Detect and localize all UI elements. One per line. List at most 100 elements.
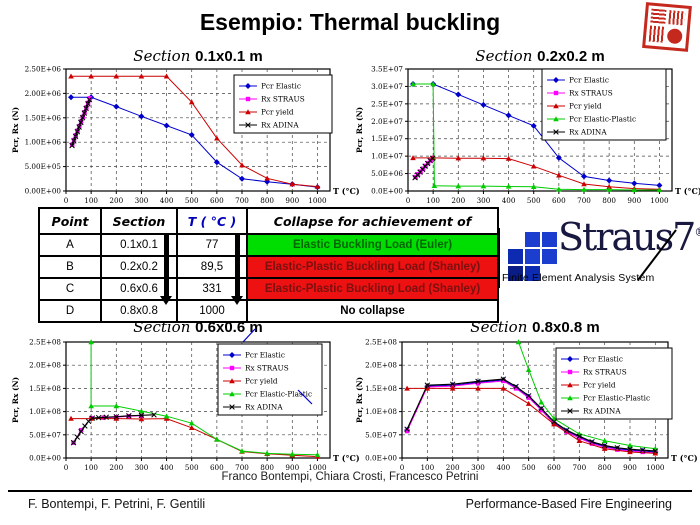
header-point: Point bbox=[38, 207, 102, 235]
svg-text:Pcr, Rx (N): Pcr, Rx (N) bbox=[11, 107, 20, 153]
svg-text:300: 300 bbox=[471, 463, 485, 472]
svg-text:400: 400 bbox=[502, 196, 516, 205]
footer-bar: F. Bontempi, F. Petrini, F. Gentili Perf… bbox=[0, 497, 700, 511]
table-row: D 0.8x0.8 1000 No collapse bbox=[38, 299, 499, 323]
chart-legend: Pcr Elastic Rx STRAUS Pcr yield Pcr Elastic… bbox=[217, 343, 323, 416]
chart-section-0.2x0.2: Section 0.2x0.2 m 0.0E+00 5.0E+06 1.0E+07 1.… bbox=[352, 45, 700, 210]
cell-point: A bbox=[38, 233, 102, 257]
chart-title: Section 0.2x0.2 m bbox=[475, 47, 604, 65]
svg-text:1.5E+08: 1.5E+08 bbox=[29, 384, 61, 393]
svg-text:300: 300 bbox=[135, 463, 149, 472]
svg-text:800: 800 bbox=[602, 196, 616, 205]
svg-text:Rx ADINA: Rx ADINA bbox=[245, 403, 283, 412]
svg-text:100: 100 bbox=[420, 463, 434, 472]
seal-glyph bbox=[666, 28, 683, 45]
cell-point: B bbox=[38, 255, 102, 279]
table-row: C 0.6x0.6 331 Elastic-Plastic Buckling Load… bbox=[38, 277, 499, 301]
chart-title: Section 0.6x0.6 m bbox=[133, 318, 262, 336]
results-table: Point Section T ( °C ) Collapse for achi… bbox=[38, 207, 499, 323]
svg-text:500: 500 bbox=[527, 196, 541, 205]
svg-text:5.0E+06: 5.0E+06 bbox=[371, 169, 403, 178]
registered-mark: ® bbox=[694, 225, 700, 239]
svg-text:1.0E+08: 1.0E+08 bbox=[365, 407, 397, 416]
svg-text:100: 100 bbox=[426, 196, 440, 205]
svg-text:400: 400 bbox=[496, 463, 510, 472]
svg-text:200: 200 bbox=[109, 463, 123, 472]
straus7-swoosh-icon bbox=[637, 229, 677, 281]
svg-text:900: 900 bbox=[285, 196, 299, 205]
svg-text:800: 800 bbox=[260, 463, 274, 472]
header-collapse: Collapse for achievement of bbox=[246, 207, 499, 235]
straus7-subtitle: Finite Element Analysis System bbox=[502, 272, 655, 284]
chart-svg: Section 0.8x0.8 m 0.0E+00 5.0E+07 1.0E+08 1.… bbox=[355, 318, 698, 472]
svg-text:200: 200 bbox=[446, 463, 460, 472]
seal-glyph bbox=[650, 8, 667, 24]
seal-glyph bbox=[648, 25, 666, 43]
chart-legend: Pcr Elastic Rx STRAUS Pcr yield Pcr Elastic… bbox=[555, 347, 673, 420]
svg-text:Pcr yield: Pcr yield bbox=[583, 381, 616, 390]
svg-text:5.0E+07: 5.0E+07 bbox=[29, 430, 61, 439]
footer-divider bbox=[8, 490, 692, 492]
svg-text:0.00E+00: 0.00E+00 bbox=[25, 187, 62, 196]
slide-title: Esempio: Thermal buckling bbox=[199, 9, 501, 35]
svg-text:Pcr Elastic: Pcr Elastic bbox=[569, 76, 609, 85]
footer-authors: F. Bontempi, F. Petrini, F. Gentili bbox=[28, 497, 206, 511]
svg-text:700: 700 bbox=[577, 196, 591, 205]
svg-text:Pcr Elastic: Pcr Elastic bbox=[583, 355, 623, 364]
svg-text:Pcr yield: Pcr yield bbox=[569, 102, 602, 111]
svg-text:300: 300 bbox=[135, 196, 149, 205]
svg-text:700: 700 bbox=[235, 196, 249, 205]
table-row: B 0.2x0.2 89,5 Elastic-Plastic Buckling Loa… bbox=[38, 255, 499, 279]
svg-text:0.0E+00: 0.0E+00 bbox=[365, 454, 397, 463]
straus7-logo: Straus7® Finite Element Analysis System bbox=[498, 218, 700, 298]
table-body: A 0.1x0.1 77 Elastic Buckling Load (Euler) B… bbox=[38, 233, 499, 323]
svg-text:5.0E+07: 5.0E+07 bbox=[365, 430, 397, 439]
svg-text:1000: 1000 bbox=[646, 463, 665, 472]
svg-text:100: 100 bbox=[84, 463, 98, 472]
svg-text:200: 200 bbox=[109, 196, 123, 205]
chart-svg: Section 0.2x0.2 m 0.0E+00 5.0E+06 1.0E+07 1.… bbox=[355, 47, 700, 205]
temperature-increase-arrow bbox=[235, 233, 240, 296]
cell-section: 0.8x0.8 bbox=[100, 299, 178, 323]
svg-text:Rx STRAUS: Rx STRAUS bbox=[569, 89, 613, 98]
svg-text:800: 800 bbox=[260, 196, 274, 205]
cell-collapse: Elastic Buckling Load (Euler) bbox=[246, 233, 499, 257]
svg-text:2.5E+07: 2.5E+07 bbox=[371, 99, 403, 108]
svg-text:1000: 1000 bbox=[308, 196, 327, 205]
header-section: Section bbox=[100, 207, 178, 235]
svg-text:0: 0 bbox=[400, 463, 405, 472]
svg-text:5.00E+05: 5.00E+05 bbox=[25, 162, 62, 171]
svg-text:Pcr, Rx (N): Pcr, Rx (N) bbox=[11, 377, 20, 423]
svg-text:700: 700 bbox=[572, 463, 586, 472]
svg-text:1.5E+08: 1.5E+08 bbox=[365, 384, 397, 393]
cell-point: D bbox=[38, 299, 102, 323]
chart-section-0.6x0.6: Section 0.6x0.6 m 0.0E+00 5.0E+07 1.0E+08 1.… bbox=[8, 316, 360, 484]
svg-text:Pcr Elastic-Plastic: Pcr Elastic-Plastic bbox=[569, 115, 636, 124]
chart-section-0.8x0.8: Section 0.8x0.8 m 0.0E+00 5.0E+07 1.0E+08 1.… bbox=[352, 316, 700, 484]
svg-text:600: 600 bbox=[547, 463, 561, 472]
header-temperature: T ( °C ) bbox=[176, 207, 248, 235]
svg-text:2.00E+06: 2.00E+06 bbox=[25, 89, 62, 98]
svg-text:0: 0 bbox=[64, 196, 69, 205]
table-header-row: Point Section T ( °C ) Collapse for achi… bbox=[38, 207, 499, 235]
table-row: A 0.1x0.1 77 Elastic Buckling Load (Euler) bbox=[38, 233, 499, 257]
chart-legend: Pcr Elastic Rx STRAUS Pcr yield Rx ADINA bbox=[233, 74, 333, 134]
chart-svg: Section 0.6x0.6 m 0.0E+00 5.0E+07 1.0E+08 1.… bbox=[11, 318, 360, 472]
svg-text:Pcr, Rx (N): Pcr, Rx (N) bbox=[355, 377, 364, 423]
svg-text:Pcr Elastic: Pcr Elastic bbox=[245, 351, 285, 360]
svg-text:0.0E+00: 0.0E+00 bbox=[371, 187, 403, 196]
seal-glyph bbox=[668, 10, 686, 26]
svg-text:200: 200 bbox=[451, 196, 465, 205]
svg-text:Pcr Elastic-Plastic: Pcr Elastic-Plastic bbox=[583, 394, 650, 403]
logo-divider bbox=[498, 228, 500, 288]
chart-legend: Pcr Elastic Rx STRAUS Pcr yield Pcr Elastic… bbox=[541, 68, 667, 141]
svg-text:1.0E+08: 1.0E+08 bbox=[29, 407, 61, 416]
svg-text:T (°C): T (°C) bbox=[333, 186, 360, 196]
cell-collapse: Elastic-Plastic Buckling Load (Shanley) bbox=[246, 277, 499, 301]
svg-text:Pcr Elastic-Plastic: Pcr Elastic-Plastic bbox=[245, 390, 312, 399]
svg-text:Pcr yield: Pcr yield bbox=[245, 377, 278, 386]
chart-section-0.1x0.1: Section 0.1x0.1 m 0.00E+00 5.00E+05 1.00E+0… bbox=[8, 45, 360, 210]
svg-text:900: 900 bbox=[285, 463, 299, 472]
svg-text:2.0E+07: 2.0E+07 bbox=[371, 117, 403, 126]
svg-text:T (°C): T (°C) bbox=[671, 453, 698, 463]
